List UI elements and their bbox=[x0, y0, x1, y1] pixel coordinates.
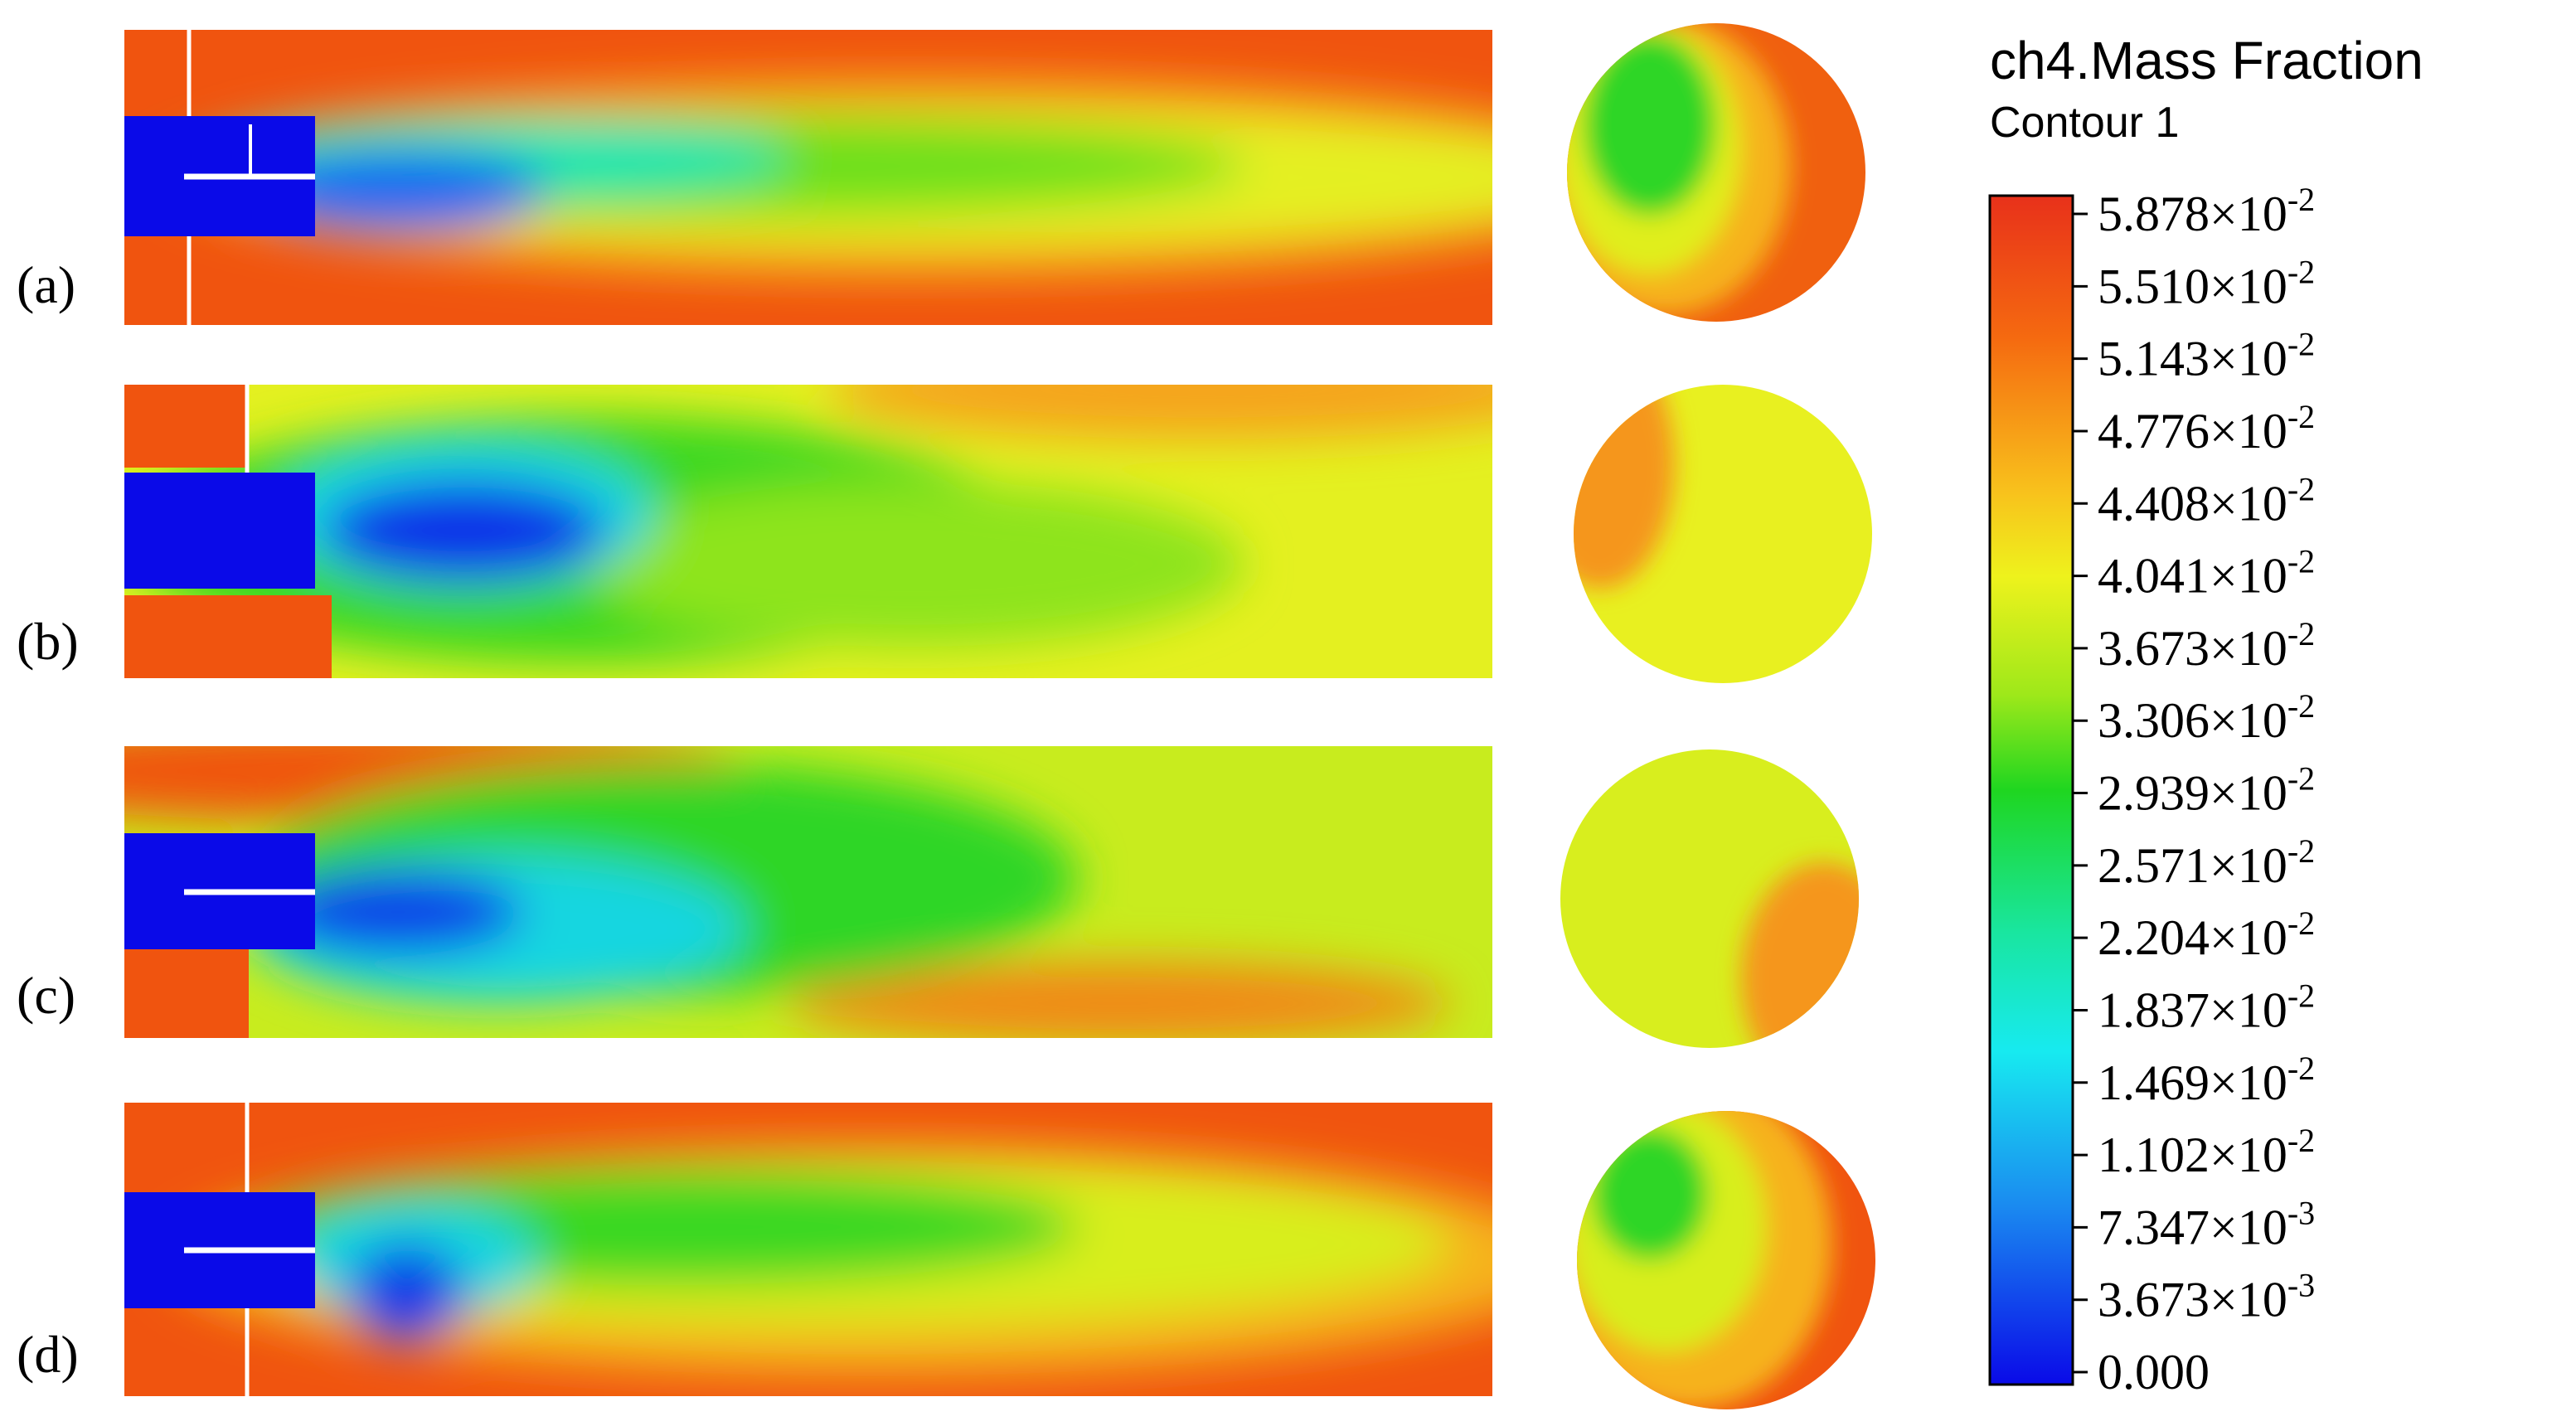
tick-exponent: -2 bbox=[2287, 760, 2315, 798]
panel-label: (b) bbox=[17, 612, 79, 671]
tick-label: 3.673×10-3 bbox=[2098, 1267, 2315, 1327]
tick-exponent: -2 bbox=[2287, 543, 2315, 580]
tick-label: 2.571×10-2 bbox=[2098, 832, 2315, 893]
tick-exponent: -3 bbox=[2287, 1267, 2315, 1304]
tick-exponent: -2 bbox=[2287, 181, 2315, 218]
tick-exponent: -2 bbox=[2287, 832, 2315, 870]
tick-label: 2.204×10-2 bbox=[2098, 905, 2315, 965]
legend-subtitle: Contour 1 bbox=[1990, 99, 2179, 147]
panel-label: (d) bbox=[17, 1325, 79, 1384]
tick-base: 4.041×10 bbox=[2098, 549, 2287, 604]
tick-exponent: -2 bbox=[2287, 326, 2315, 363]
tick-base: 7.347×10 bbox=[2098, 1200, 2287, 1254]
tick-label: 4.408×10-2 bbox=[2098, 470, 2315, 531]
tick-base: 5.510×10 bbox=[2098, 259, 2287, 313]
tick-label: 2.939×10-2 bbox=[2098, 760, 2315, 821]
tick-label: 5.510×10-2 bbox=[2098, 253, 2315, 313]
tick-label: 1.837×10-2 bbox=[2098, 977, 2315, 1037]
tick-base: 3.673×10 bbox=[2098, 1273, 2287, 1327]
tick-label: 4.041×10-2 bbox=[2098, 543, 2315, 604]
contour-c bbox=[124, 746, 1492, 1038]
tick-label: 1.469×10-2 bbox=[2098, 1050, 2315, 1110]
legend-title: ch4.Mass Fraction bbox=[1990, 31, 2423, 90]
tick-base: 4.776×10 bbox=[2098, 404, 2287, 458]
tick-base: 0.000 bbox=[2098, 1345, 2210, 1399]
tick-exponent: -2 bbox=[2287, 1122, 2315, 1159]
tick-label: 5.143×10-2 bbox=[2098, 326, 2315, 386]
panel-labels: (a) (b) (c) (d) bbox=[17, 255, 79, 1384]
tick-label: 7.347×10-3 bbox=[2098, 1194, 2315, 1254]
tick-base: 2.571×10 bbox=[2098, 838, 2287, 893]
tick-label: 3.673×10-2 bbox=[2098, 615, 2315, 676]
tick-exponent: -2 bbox=[2287, 615, 2315, 652]
tick-base: 1.102×10 bbox=[2098, 1128, 2287, 1182]
tick-base: 4.408×10 bbox=[2098, 476, 2287, 531]
tick-label: 3.306×10-2 bbox=[2098, 687, 2315, 748]
tick-label: 1.102×10-2 bbox=[2098, 1122, 2315, 1182]
colorbar-ticks: 5.878×10-25.510×10-25.143×10-24.776×10-2… bbox=[2073, 181, 2315, 1399]
tick-exponent: -2 bbox=[2287, 687, 2315, 725]
tick-base: 1.469×10 bbox=[2098, 1055, 2287, 1110]
tick-label: 5.878×10-2 bbox=[2098, 181, 2315, 241]
panel-label: (c) bbox=[17, 966, 75, 1025]
tick-base: 5.878×10 bbox=[2098, 187, 2287, 241]
tick-base: 5.143×10 bbox=[2098, 332, 2287, 386]
tick-base: 2.204×10 bbox=[2098, 910, 2287, 965]
tick-base: 3.306×10 bbox=[2098, 693, 2287, 748]
contour-b bbox=[124, 385, 1492, 678]
tick-base: 2.939×10 bbox=[2098, 766, 2287, 821]
panel-label: (a) bbox=[17, 255, 75, 314]
tick-base: 3.673×10 bbox=[2098, 621, 2287, 676]
contour-a bbox=[124, 30, 1492, 325]
cross-section-b bbox=[1574, 385, 1872, 683]
tick-exponent: -2 bbox=[2287, 1050, 2315, 1087]
tick-label: 4.776×10-2 bbox=[2098, 398, 2315, 458]
tick-exponent: -3 bbox=[2287, 1194, 2315, 1231]
colorbar bbox=[1988, 194, 2074, 1386]
contour-d bbox=[124, 1103, 1492, 1396]
tick-exponent: -2 bbox=[2287, 253, 2315, 290]
cross-section-a bbox=[1567, 23, 1865, 322]
cross-section-d bbox=[1577, 1111, 1875, 1409]
tick-label: 0.000 bbox=[2098, 1345, 2210, 1399]
tick-exponent: -2 bbox=[2287, 470, 2315, 507]
tick-exponent: -2 bbox=[2287, 905, 2315, 942]
tick-exponent: -2 bbox=[2287, 398, 2315, 435]
tick-base: 1.837×10 bbox=[2098, 982, 2287, 1037]
cross-section-c bbox=[1560, 749, 1859, 1048]
tick-exponent: -2 bbox=[2287, 977, 2315, 1014]
